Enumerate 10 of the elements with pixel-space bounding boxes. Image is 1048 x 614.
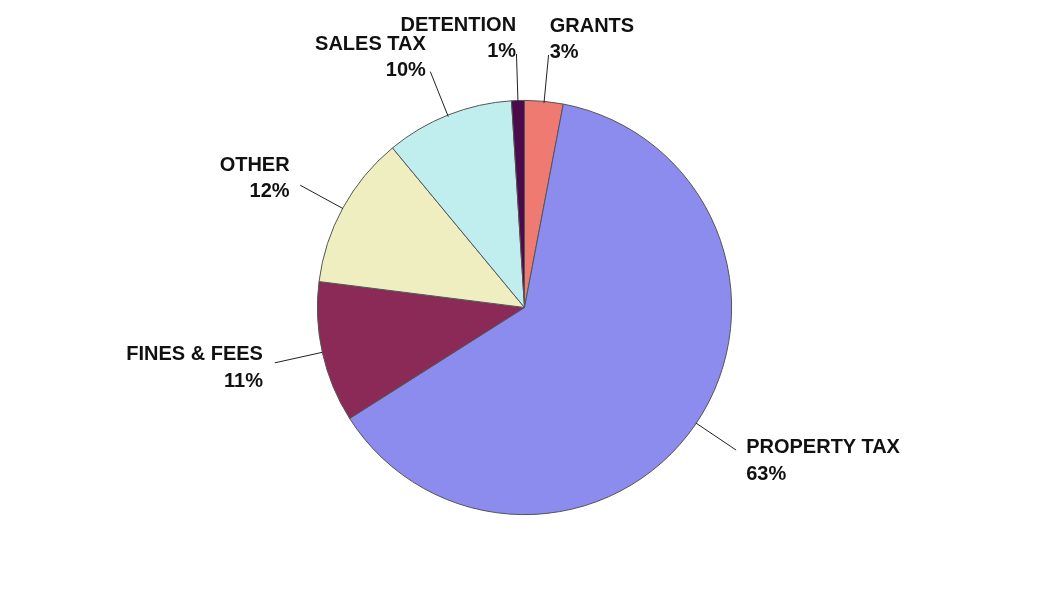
slice-label: PROPERTY TAX [746,435,901,458]
slice-label: OTHER [219,152,291,175]
data-label: 63% [746,461,787,484]
data-label: 12% [249,179,290,202]
data-label: 3% [549,40,579,63]
slice-label: FINES & FEES [126,342,263,365]
slice-label: GRANTS [549,13,635,36]
data-label: 11% [224,368,264,391]
data-label: 1% [487,39,517,62]
data-label: 10% [385,58,427,81]
